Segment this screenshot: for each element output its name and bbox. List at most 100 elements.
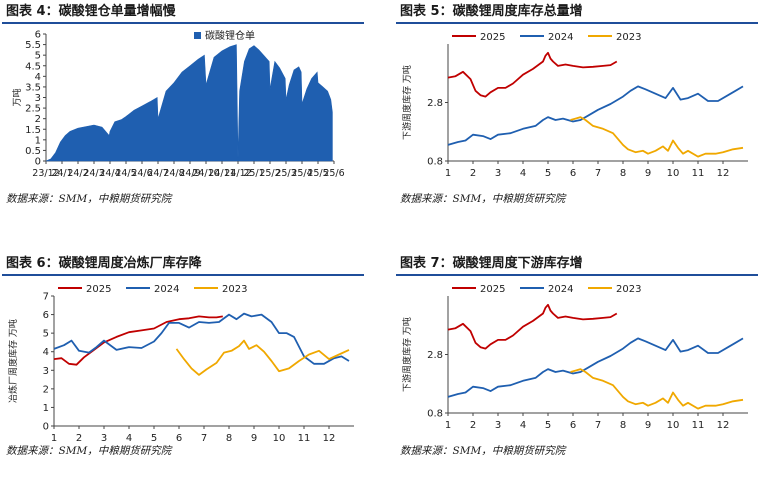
x-tick-label: 3 bbox=[101, 433, 107, 444]
x-tick-label: 8 bbox=[620, 420, 626, 431]
legend-label-2025: 2025 bbox=[86, 284, 111, 295]
x-tick-label: 10 bbox=[667, 420, 680, 431]
x-tick-label: 4 bbox=[520, 420, 526, 431]
y-tick-label: 5 bbox=[35, 51, 41, 62]
series-line-2024 bbox=[447, 85, 744, 146]
y-tick-label: 3 bbox=[35, 93, 41, 104]
y-axis-label: 万吨 bbox=[11, 88, 23, 106]
x-tick-label: 1 bbox=[445, 420, 451, 431]
x-tick-label: 10 bbox=[273, 433, 286, 444]
y-tick-label: 6 bbox=[43, 310, 49, 321]
series-line-2025 bbox=[53, 315, 223, 366]
series-line-2024 bbox=[447, 337, 744, 398]
chart-panel-4: 图表 4：碳酸锂仓单量增幅慢 0 0.5 1 1.5 2 2.5 3 3.5 4 4.5 5 5.5 6… bbox=[2, 0, 374, 230]
x-tick-label: 11 bbox=[692, 168, 705, 179]
warehouse-receipt-chart: 00.511.522.533.544.555.5623/1224/124/224… bbox=[11, 29, 345, 179]
x-tick-label: 4 bbox=[520, 168, 526, 179]
x-tick-label: 24/6 bbox=[131, 168, 152, 179]
x-tick-label: 5 bbox=[151, 433, 157, 444]
x-tick-label: 11 bbox=[298, 433, 311, 444]
x-tick-label: 24/8 bbox=[163, 168, 184, 179]
y-tick-label: 1 bbox=[43, 403, 49, 414]
x-tick-label: 12 bbox=[717, 420, 730, 431]
data-source: 数据来源：SMM，中粮期货研究院 bbox=[400, 445, 566, 457]
data-source: 数据来源：SMM，中粮期货研究院 bbox=[400, 193, 566, 205]
y-tick-label: 0.8 bbox=[427, 157, 443, 168]
x-tick-label: 1 bbox=[51, 433, 57, 444]
x-tick-label: 25/1 bbox=[243, 168, 264, 179]
legend-label-2023: 2023 bbox=[222, 284, 247, 295]
series-line-2024 bbox=[53, 312, 350, 365]
legend-label: 碳酸锂仓单 bbox=[205, 29, 255, 42]
y-tick-label: 6 bbox=[35, 30, 41, 41]
data-source: 数据来源：SMM，中粮期货研究院 bbox=[6, 445, 172, 457]
y-tick-label: 5.5 bbox=[25, 40, 41, 51]
x-tick-label: 9 bbox=[645, 168, 651, 179]
chart-title: 图表 4：碳酸锂仓单量增幅慢 bbox=[2, 2, 364, 24]
x-tick-label: 25/5 bbox=[307, 168, 328, 179]
chart-title: 图表 7：碳酸锂周度下游库存增 bbox=[396, 254, 758, 276]
x-tick-label: 11 bbox=[692, 420, 705, 431]
series-line-2025 bbox=[447, 303, 618, 350]
x-tick-label: 8 bbox=[620, 168, 626, 179]
y-tick-label: 0 bbox=[43, 422, 49, 433]
x-tick-label: 24/2 bbox=[67, 168, 88, 179]
x-tick-label: 24/4 bbox=[99, 168, 120, 179]
legend-label-2024: 2024 bbox=[548, 284, 573, 295]
x-tick-label: 9 bbox=[645, 420, 651, 431]
y-tick-label: 1.5 bbox=[25, 125, 41, 136]
x-tick-label: 2 bbox=[470, 168, 476, 179]
x-tick-label: 7 bbox=[201, 433, 207, 444]
x-tick-label: 24/5 bbox=[115, 168, 136, 179]
legend-label-2025: 2025 bbox=[480, 32, 505, 43]
x-tick-label: 3 bbox=[495, 168, 501, 179]
x-tick-label: 12 bbox=[717, 168, 730, 179]
x-tick-label: 25/4 bbox=[291, 168, 312, 179]
x-tick-label: 1 bbox=[445, 168, 451, 179]
y-tick-label: 5 bbox=[43, 329, 49, 340]
y-tick-label: 2 bbox=[43, 384, 49, 395]
y-tick-label: 0 bbox=[35, 157, 41, 168]
x-tick-label: 6 bbox=[570, 168, 576, 179]
x-tick-label: 25/2 bbox=[259, 168, 280, 179]
x-tick-label: 4 bbox=[126, 433, 132, 444]
y-tick-label: 2.8 bbox=[427, 98, 443, 109]
x-tick-label: 24/3 bbox=[83, 168, 104, 179]
x-tick-label: 8 bbox=[226, 433, 232, 444]
x-tick-label: 2 bbox=[470, 420, 476, 431]
x-tick-label: 10 bbox=[667, 168, 680, 179]
data-source: 数据来源：SMM，中粮期货研究院 bbox=[6, 193, 172, 205]
x-tick-label: 3 bbox=[495, 420, 501, 431]
x-tick-label: 5 bbox=[545, 168, 551, 179]
legend-label-2024: 2024 bbox=[548, 32, 573, 43]
y-axis-label: 下游周度库存 万吨 bbox=[401, 317, 413, 392]
x-tick-label: 12 bbox=[323, 433, 336, 444]
legend-label-2025: 2025 bbox=[480, 284, 505, 295]
x-tick-label: 23/12 bbox=[32, 168, 59, 179]
y-axis-label: 冶炼厂周度库存 万吨 bbox=[7, 319, 19, 403]
y-tick-label: 4.5 bbox=[25, 61, 41, 72]
series-line-2023 bbox=[570, 368, 744, 410]
legend-label-2023: 2023 bbox=[616, 284, 641, 295]
x-tick-label: 24/1 bbox=[51, 168, 72, 179]
area-series-receipts bbox=[45, 44, 333, 162]
legend-swatch bbox=[194, 32, 201, 39]
y-tick-label: 4 bbox=[35, 72, 41, 83]
series-line-2025 bbox=[447, 51, 618, 98]
y-tick-label: 2.8 bbox=[427, 350, 443, 361]
x-tick-label: 7 bbox=[595, 420, 601, 431]
x-tick-label: 2 bbox=[76, 433, 82, 444]
series-line-2023 bbox=[175, 339, 350, 376]
x-tick-label: 24/9 bbox=[179, 168, 200, 179]
legend-label-2024: 2024 bbox=[154, 284, 179, 295]
chart-panel-7: 图表 7：碳酸锂周度下游库存增 0.8 2.8 1 2 3 4 5 6 7 8 9 10 11 12 下游周… bbox=[396, 252, 759, 482]
y-tick-label: 3.5 bbox=[25, 82, 41, 93]
y-axis-label: 下游周度库存 万吨 bbox=[401, 65, 413, 140]
x-tick-label: 25/3 bbox=[275, 168, 296, 179]
x-tick-label: 24/10 bbox=[192, 168, 219, 179]
legend-label-2023: 2023 bbox=[616, 32, 641, 43]
chart-panel-6: 图表 6：碳酸锂周度冶炼厂库存降 0 1 2 3 4 5 6 7 1 2 3 4 5 6 7 8 9 10 11 12… bbox=[2, 252, 374, 482]
